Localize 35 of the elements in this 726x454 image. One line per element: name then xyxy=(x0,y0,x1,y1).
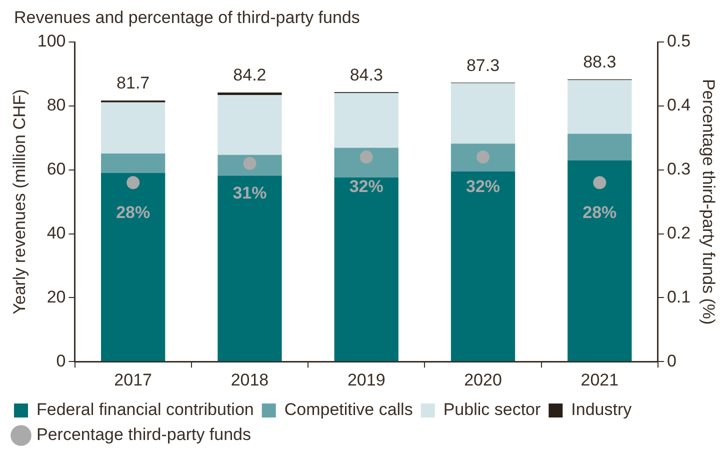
y-axis-title: Yearly revenues (million CHF) xyxy=(10,89,29,314)
y2-tick-label: 0 xyxy=(666,351,676,370)
y-tick-label: 20 xyxy=(46,287,66,306)
y-tick-label: 60 xyxy=(46,160,66,179)
y2-tick-label: 0.4 xyxy=(666,96,691,115)
x-tick-label: 2019 xyxy=(347,370,386,390)
y-tick-label: 40 xyxy=(46,223,66,242)
x-tick-label: 2017 xyxy=(114,370,152,390)
total-label: 81.7 xyxy=(116,74,150,93)
y-tick-label: 100 xyxy=(37,32,66,51)
x-tick-label: 2020 xyxy=(464,370,502,390)
data-label: 32% xyxy=(349,177,384,196)
y-tick-label: 80 xyxy=(46,96,66,115)
y2-axis-title: Percentage third-party funds (%) xyxy=(699,78,718,325)
chart-title: Revenues and percentage of third-party funds xyxy=(14,8,360,28)
legend-label: Industry xyxy=(571,400,632,420)
y2-tick-label: 0.2 xyxy=(666,223,691,242)
data-label: 32% xyxy=(466,177,500,196)
total-label: 84.3 xyxy=(350,65,383,84)
total-label: 88.3 xyxy=(583,52,616,72)
data-label: 28% xyxy=(116,202,150,222)
total-label: 87.3 xyxy=(466,56,500,75)
legend-label: Public sector xyxy=(443,400,541,420)
y2-tick-label: 0.1 xyxy=(666,287,691,306)
y2-tick-label: 0.5 xyxy=(666,32,691,51)
x-tick-label: 2018 xyxy=(230,370,269,390)
y-tick-label: 0 xyxy=(56,351,66,370)
legend-label: Percentage third-party funds xyxy=(36,425,252,444)
data-label: 28% xyxy=(582,202,617,222)
legend-label: Federal financial contribution xyxy=(36,400,254,420)
x-tick-label: 2021 xyxy=(580,370,619,390)
legend-label: Competitive calls xyxy=(284,400,413,420)
y2-tick-label: 0.3 xyxy=(666,160,691,179)
total-label: 84.2 xyxy=(233,66,266,85)
data-label: 31% xyxy=(232,184,267,203)
